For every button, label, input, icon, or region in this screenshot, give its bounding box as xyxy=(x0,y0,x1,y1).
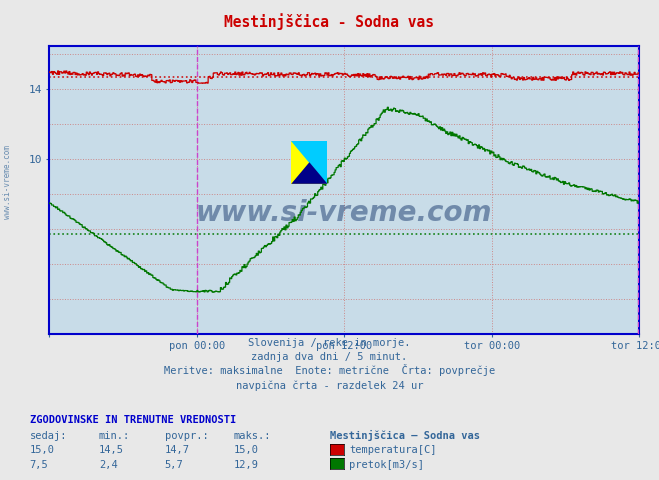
Text: 14,7: 14,7 xyxy=(165,445,190,455)
Text: navpična črta - razdelek 24 ur: navpična črta - razdelek 24 ur xyxy=(236,380,423,391)
Text: www.si-vreme.com: www.si-vreme.com xyxy=(196,199,492,227)
Text: temperatura[C]: temperatura[C] xyxy=(349,445,437,455)
Text: min.:: min.: xyxy=(99,431,130,441)
Polygon shape xyxy=(291,141,328,184)
Text: 12,9: 12,9 xyxy=(234,459,259,469)
Text: www.si-vreme.com: www.si-vreme.com xyxy=(3,145,13,219)
Text: Mestinjščica – Sodna vas: Mestinjščica – Sodna vas xyxy=(330,430,480,441)
Text: 5,7: 5,7 xyxy=(165,459,183,469)
Text: maks.:: maks.: xyxy=(234,431,272,441)
Text: zadnja dva dni / 5 minut.: zadnja dva dni / 5 minut. xyxy=(251,352,408,362)
Text: 7,5: 7,5 xyxy=(30,459,48,469)
Text: Slovenija / reke in morje.: Slovenija / reke in morje. xyxy=(248,337,411,348)
Text: 14,5: 14,5 xyxy=(99,445,124,455)
Text: Meritve: maksimalne  Enote: metrične  Črta: povprečje: Meritve: maksimalne Enote: metrične Črta… xyxy=(164,364,495,376)
Text: 15,0: 15,0 xyxy=(30,445,55,455)
Text: 15,0: 15,0 xyxy=(234,445,259,455)
Text: Mestinjščica - Sodna vas: Mestinjščica - Sodna vas xyxy=(225,13,434,30)
Polygon shape xyxy=(291,162,328,184)
Text: povpr.:: povpr.: xyxy=(165,431,208,441)
Text: 2,4: 2,4 xyxy=(99,459,117,469)
Text: ZGODOVINSKE IN TRENUTNE VREDNOSTI: ZGODOVINSKE IN TRENUTNE VREDNOSTI xyxy=(30,415,236,425)
Text: pretok[m3/s]: pretok[m3/s] xyxy=(349,459,424,469)
Text: sedaj:: sedaj: xyxy=(30,431,67,441)
